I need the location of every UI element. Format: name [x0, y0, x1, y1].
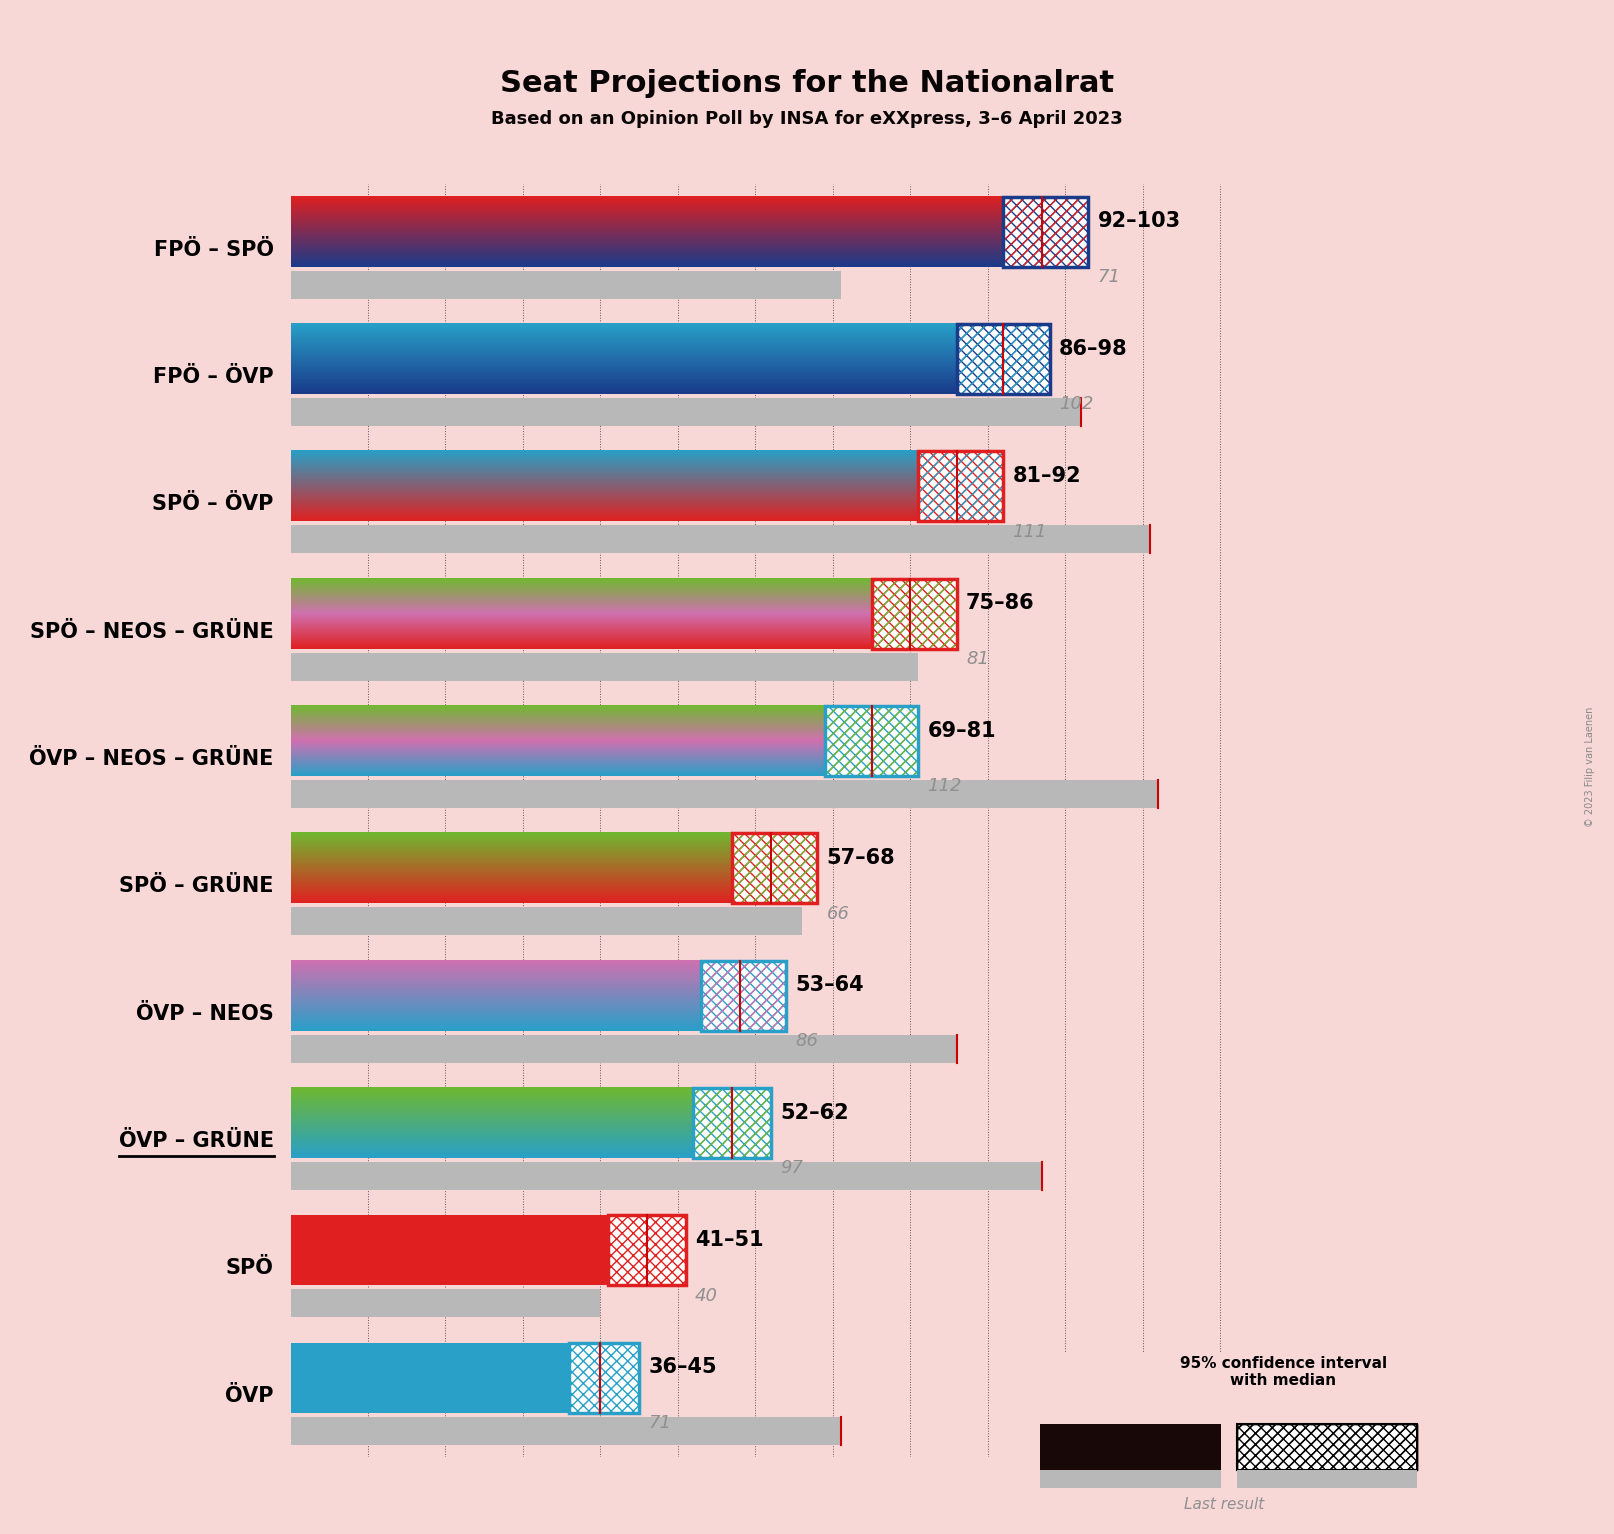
- Text: Last result: Last result: [1183, 1497, 1264, 1513]
- Bar: [733, 833, 817, 904]
- Bar: [291, 652, 918, 681]
- Bar: [957, 324, 1049, 394]
- Text: Based on an Opinion Poll by INSA for eXXpress, 3–6 April 2023: Based on an Opinion Poll by INSA for eXX…: [491, 110, 1123, 129]
- Text: 81: 81: [967, 650, 989, 669]
- Bar: [291, 1215, 608, 1285]
- Bar: [825, 706, 918, 776]
- Bar: [570, 1342, 639, 1413]
- Text: © 2023 Filip van Laenen: © 2023 Filip van Laenen: [1585, 707, 1595, 827]
- Bar: [1004, 196, 1088, 267]
- Bar: [1236, 1470, 1417, 1488]
- Bar: [291, 1342, 570, 1413]
- Text: Seat Projections for the Nationalrat: Seat Projections for the Nationalrat: [500, 69, 1114, 98]
- Bar: [872, 578, 957, 649]
- Bar: [291, 1416, 841, 1445]
- Bar: [694, 1088, 771, 1158]
- Bar: [825, 706, 918, 776]
- Text: 102: 102: [1059, 396, 1094, 414]
- Text: 52–62: 52–62: [780, 1103, 849, 1123]
- Bar: [1004, 196, 1088, 267]
- Bar: [570, 1342, 639, 1413]
- Text: 41–51: 41–51: [696, 1230, 763, 1250]
- Bar: [700, 960, 786, 1031]
- Bar: [1004, 196, 1088, 267]
- Bar: [918, 451, 1004, 522]
- Bar: [694, 1088, 771, 1158]
- Bar: [825, 706, 918, 776]
- Text: 40: 40: [696, 1287, 718, 1305]
- Bar: [694, 1088, 771, 1158]
- Bar: [918, 451, 1004, 522]
- Bar: [1004, 196, 1088, 267]
- Text: 71: 71: [1098, 268, 1120, 287]
- Text: 57–68: 57–68: [826, 848, 896, 868]
- Bar: [733, 833, 817, 904]
- Bar: [608, 1215, 686, 1285]
- Text: 66: 66: [826, 905, 849, 923]
- Text: 36–45: 36–45: [649, 1358, 717, 1378]
- Bar: [1041, 1470, 1222, 1488]
- Bar: [733, 833, 817, 904]
- Text: 111: 111: [1012, 523, 1047, 542]
- Bar: [872, 578, 957, 649]
- Bar: [291, 779, 1159, 808]
- Bar: [291, 1289, 600, 1318]
- Bar: [291, 525, 1151, 554]
- Bar: [291, 1161, 1043, 1190]
- Text: 86–98: 86–98: [1059, 339, 1128, 359]
- Bar: [291, 907, 802, 936]
- Bar: [1236, 1424, 1417, 1470]
- Bar: [872, 578, 957, 649]
- Bar: [700, 960, 786, 1031]
- Text: 92–103: 92–103: [1098, 212, 1181, 232]
- Bar: [700, 960, 786, 1031]
- Bar: [1236, 1424, 1417, 1470]
- Bar: [825, 706, 918, 776]
- Bar: [918, 451, 1004, 522]
- Text: 71: 71: [649, 1414, 671, 1433]
- Text: 112: 112: [928, 778, 962, 796]
- Bar: [1236, 1424, 1417, 1470]
- Text: 75–86: 75–86: [967, 594, 1035, 614]
- Bar: [1041, 1424, 1222, 1470]
- Text: 95% confidence interval
with median: 95% confidence interval with median: [1180, 1356, 1386, 1388]
- Text: 53–64: 53–64: [796, 976, 863, 996]
- Bar: [700, 960, 786, 1031]
- Text: 97: 97: [780, 1160, 804, 1178]
- Text: 81–92: 81–92: [1012, 466, 1081, 486]
- Bar: [957, 324, 1049, 394]
- Bar: [291, 397, 1081, 426]
- Bar: [291, 270, 841, 299]
- Bar: [872, 578, 957, 649]
- Bar: [957, 324, 1049, 394]
- Bar: [918, 451, 1004, 522]
- Bar: [291, 1034, 957, 1063]
- Bar: [608, 1215, 686, 1285]
- Bar: [957, 324, 1049, 394]
- Bar: [608, 1215, 686, 1285]
- Bar: [570, 1342, 639, 1413]
- Bar: [733, 833, 817, 904]
- Text: 69–81: 69–81: [928, 721, 996, 741]
- Bar: [694, 1088, 771, 1158]
- Text: 86: 86: [796, 1032, 818, 1051]
- Bar: [1236, 1424, 1417, 1470]
